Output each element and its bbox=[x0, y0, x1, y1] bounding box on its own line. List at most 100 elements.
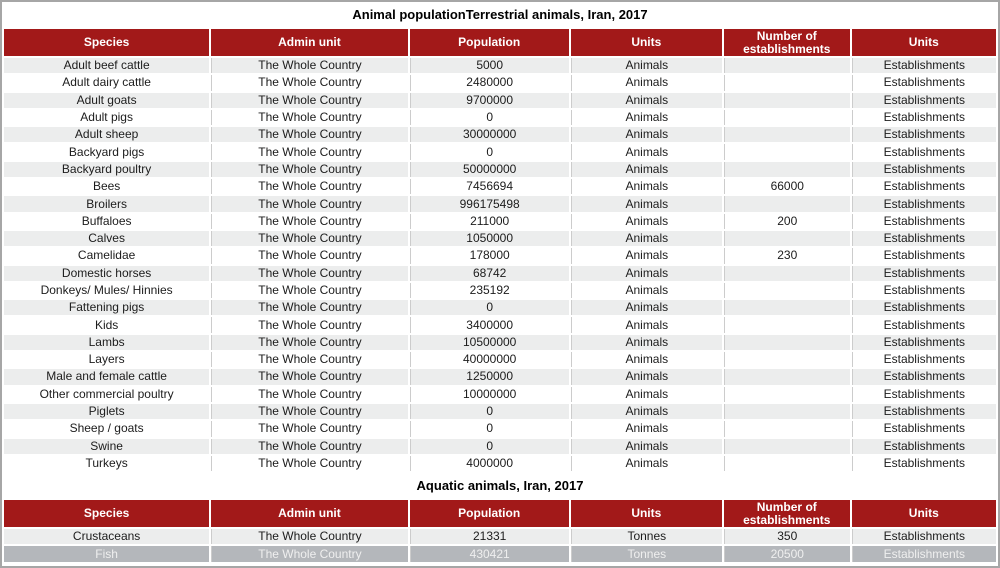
table-row[interactable]: Broilers The Whole Country 996175498 Animal… bbox=[4, 196, 996, 212]
cell-establishments bbox=[723, 196, 850, 212]
column-header-establishments: Number of establishments bbox=[723, 29, 850, 56]
cell-species: Other commercial poultry bbox=[4, 386, 210, 402]
cell-units2: Establishments bbox=[851, 179, 996, 195]
column-header-admin-unit: Admin unit bbox=[211, 29, 408, 56]
table-row[interactable]: Kids The Whole Country 3400000 Animals Estab… bbox=[4, 317, 996, 333]
report-title-prefix: Animal population bbox=[352, 7, 466, 22]
table-row[interactable]: Buffaloes The Whole Country 211000 Animals 2… bbox=[4, 213, 996, 229]
table-row[interactable]: Swine The Whole Country 0 Animals Establishm… bbox=[4, 438, 996, 454]
cell-admin-unit: The Whole Country bbox=[211, 386, 408, 402]
cell-units: Animals bbox=[570, 421, 722, 437]
cell-units2: Establishments bbox=[851, 300, 996, 316]
cell-units: Tonnes bbox=[570, 546, 722, 562]
table-row[interactable]: Male and female cattle The Whole Country 1… bbox=[4, 369, 996, 385]
table-row[interactable]: Adult goats The Whole Country 9700000 Anima… bbox=[4, 92, 996, 108]
table-row[interactable]: Adult dairy cattle The Whole Country 24800… bbox=[4, 75, 996, 91]
cell-species: Backyard pigs bbox=[4, 144, 210, 160]
table-row[interactable]: Adult beef cattle The Whole Country 5000 An… bbox=[4, 58, 996, 74]
cell-units2: Establishments bbox=[851, 352, 996, 368]
cell-admin-unit: The Whole Country bbox=[211, 75, 408, 91]
table-row[interactable]: Bees The Whole Country 7456694 Animals 66000… bbox=[4, 179, 996, 195]
cell-units: Animals bbox=[570, 179, 722, 195]
table-row[interactable]: Sheep / goats The Whole Country 0 Animals Es… bbox=[4, 421, 996, 437]
cell-species: Adult dairy cattle bbox=[4, 75, 210, 91]
table-row[interactable]: Other commercial poultry The Whole Countr… bbox=[4, 386, 996, 402]
cell-units2: Establishments bbox=[851, 75, 996, 91]
cell-species: Fish bbox=[4, 546, 210, 562]
cell-establishments bbox=[723, 144, 850, 160]
table-row[interactable]: Backyard pigs The Whole Country 0 Animals Es… bbox=[4, 144, 996, 160]
table-row[interactable]: Backyard poultry The Whole Country 5000000… bbox=[4, 161, 996, 178]
cell-units: Animals bbox=[570, 58, 722, 74]
cell-units2: Establishments bbox=[851, 161, 996, 178]
cell-units: Animals bbox=[570, 300, 722, 316]
column-header-population: Population bbox=[409, 500, 569, 528]
table-row[interactable]: Adult sheep The Whole Country 30000000 Anim… bbox=[4, 127, 996, 143]
cell-units: Animals bbox=[570, 144, 722, 160]
terrestrial-title-text: Terrestrial animals, Iran, 2017 bbox=[465, 7, 648, 22]
table-row[interactable]: Piglets The Whole Country 0 Animals Establis… bbox=[4, 403, 996, 420]
table-row[interactable]: Calves The Whole Country 1050000 Animals Est… bbox=[4, 230, 996, 247]
cell-species: Swine bbox=[4, 438, 210, 454]
cell-units2: Establishments bbox=[851, 421, 996, 437]
cell-population: 3400000 bbox=[409, 317, 569, 333]
aquatic-table-body: Crustaceans The Whole Country 21331 Tonnes 3… bbox=[4, 529, 996, 562]
cell-units: Animals bbox=[570, 213, 722, 229]
table-row[interactable]: Adult pigs The Whole Country 0 Animals Estab… bbox=[4, 109, 996, 126]
cell-establishments bbox=[723, 282, 850, 299]
cell-species: Sheep / goats bbox=[4, 421, 210, 437]
cell-admin-unit: The Whole Country bbox=[211, 403, 408, 420]
cell-admin-unit: The Whole Country bbox=[211, 282, 408, 299]
table-row[interactable]: Fish The Whole Country 430421 Tonnes 20500 Es… bbox=[4, 546, 996, 562]
cell-admin-unit: The Whole Country bbox=[211, 92, 408, 108]
cell-units2: Establishments bbox=[851, 127, 996, 143]
column-header-establishments: Number of establishments bbox=[723, 500, 850, 528]
table-row[interactable]: Turkeys The Whole Country 4000000 Animals Es… bbox=[4, 455, 996, 472]
cell-establishments bbox=[723, 386, 850, 402]
cell-population: 30000000 bbox=[409, 127, 569, 143]
terrestrial-table-title: Animal populationTerrestrial animals, Ir… bbox=[2, 2, 998, 27]
cell-population: 40000000 bbox=[409, 352, 569, 368]
cell-units2: Establishments bbox=[851, 109, 996, 126]
column-header-population: Population bbox=[409, 29, 569, 56]
column-header-units: Units bbox=[570, 500, 722, 528]
cell-units2: Establishments bbox=[851, 230, 996, 247]
table-row[interactable]: Crustaceans The Whole Country 21331 Tonnes 3… bbox=[4, 529, 996, 545]
cell-units: Animals bbox=[570, 161, 722, 178]
cell-population: 430421 bbox=[409, 546, 569, 562]
cell-species: Adult pigs bbox=[4, 109, 210, 126]
cell-population: 0 bbox=[409, 144, 569, 160]
cell-units2: Establishments bbox=[851, 334, 996, 351]
cell-establishments bbox=[723, 369, 850, 385]
cell-admin-unit: The Whole Country bbox=[211, 230, 408, 247]
cell-establishments bbox=[723, 92, 850, 108]
cell-units: Animals bbox=[570, 109, 722, 126]
table-row[interactable]: Fattening pigs The Whole Country 0 Animals E… bbox=[4, 300, 996, 316]
cell-establishments bbox=[723, 230, 850, 247]
table-row[interactable]: Layers The Whole Country 40000000 Animals Es… bbox=[4, 352, 996, 368]
terrestrial-table-body: Adult beef cattle The Whole Country 5000 An… bbox=[4, 58, 996, 472]
cell-population: 211000 bbox=[409, 213, 569, 229]
table-row[interactable]: Lambs The Whole Country 10500000 Animals Est… bbox=[4, 334, 996, 351]
table-row[interactable]: Donkeys/ Mules/ Hinnies The Whole Country… bbox=[4, 282, 996, 299]
cell-units2: Establishments bbox=[851, 92, 996, 108]
cell-admin-unit: The Whole Country bbox=[211, 455, 408, 472]
cell-units2: Establishments bbox=[851, 282, 996, 299]
cell-units: Animals bbox=[570, 369, 722, 385]
cell-establishments: 20500 bbox=[723, 546, 850, 562]
cell-species: Adult beef cattle bbox=[4, 58, 210, 74]
cell-population: 2480000 bbox=[409, 75, 569, 91]
cell-units: Animals bbox=[570, 317, 722, 333]
cell-units: Animals bbox=[570, 386, 722, 402]
table-row[interactable]: Domestic horses The Whole Country 68742 Ani… bbox=[4, 265, 996, 281]
cell-units2: Establishments bbox=[851, 317, 996, 333]
cell-units2: Establishments bbox=[851, 369, 996, 385]
cell-establishments bbox=[723, 58, 850, 74]
cell-establishments bbox=[723, 109, 850, 126]
cell-admin-unit: The Whole Country bbox=[211, 179, 408, 195]
cell-establishments: 230 bbox=[723, 248, 850, 264]
column-header-species: Species bbox=[4, 29, 210, 56]
aquatic-animals-table: Species Admin unit Population Units Numb… bbox=[2, 498, 998, 564]
table-row[interactable]: Camelidae The Whole Country 178000 Animals 2… bbox=[4, 248, 996, 264]
